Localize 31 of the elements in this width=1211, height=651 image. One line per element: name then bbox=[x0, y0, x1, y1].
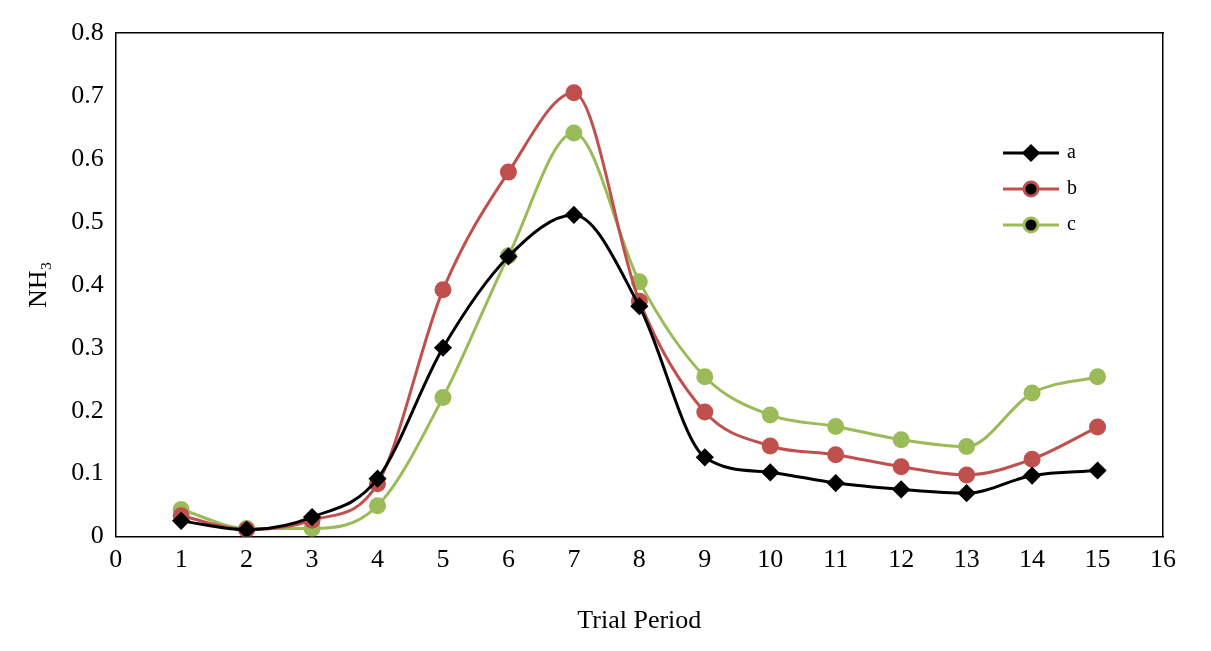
y-tick-label: 0.5 bbox=[71, 205, 104, 235]
x-tick-label: 13 bbox=[953, 544, 980, 574]
x-tick-label: 7 bbox=[567, 544, 581, 574]
x-tick-label: 8 bbox=[632, 544, 646, 574]
x-axis-title: Trial Period bbox=[577, 605, 702, 635]
y-tick-label: 0.1 bbox=[71, 457, 104, 487]
x-tick-label: 10 bbox=[757, 544, 784, 574]
y-tick-label: 0.7 bbox=[71, 79, 104, 109]
y-tick-label: 0.3 bbox=[71, 331, 104, 361]
x-tick-label: 9 bbox=[698, 544, 712, 574]
legend-label: c bbox=[1067, 212, 1076, 235]
x-tick-label: 3 bbox=[305, 544, 319, 574]
x-tick-label: 0 bbox=[109, 544, 123, 574]
x-tick-label: 15 bbox=[1084, 544, 1111, 574]
x-tick-label: 12 bbox=[888, 544, 915, 574]
y-tick-label: 0.4 bbox=[71, 268, 104, 298]
x-tick-label: 11 bbox=[823, 544, 849, 574]
y-tick-label: 0.6 bbox=[71, 142, 104, 172]
y-axis-title: NH₃ bbox=[23, 261, 53, 309]
legend-label: a bbox=[1067, 140, 1076, 163]
x-tick-label: 5 bbox=[436, 544, 450, 574]
y-tick-label: 0.8 bbox=[71, 16, 104, 46]
y-tick-label: 0.2 bbox=[71, 394, 104, 424]
legend-label: b bbox=[1067, 176, 1077, 199]
x-tick-label: 14 bbox=[1019, 544, 1046, 574]
y-tick-label: 0 bbox=[90, 520, 104, 550]
x-tick-label: 1 bbox=[174, 544, 188, 574]
x-tick-label: 6 bbox=[501, 544, 515, 574]
x-tick-label: 2 bbox=[240, 544, 254, 574]
x-tick-label: 16 bbox=[1150, 544, 1176, 574]
x-tick-label: 4 bbox=[371, 544, 385, 574]
